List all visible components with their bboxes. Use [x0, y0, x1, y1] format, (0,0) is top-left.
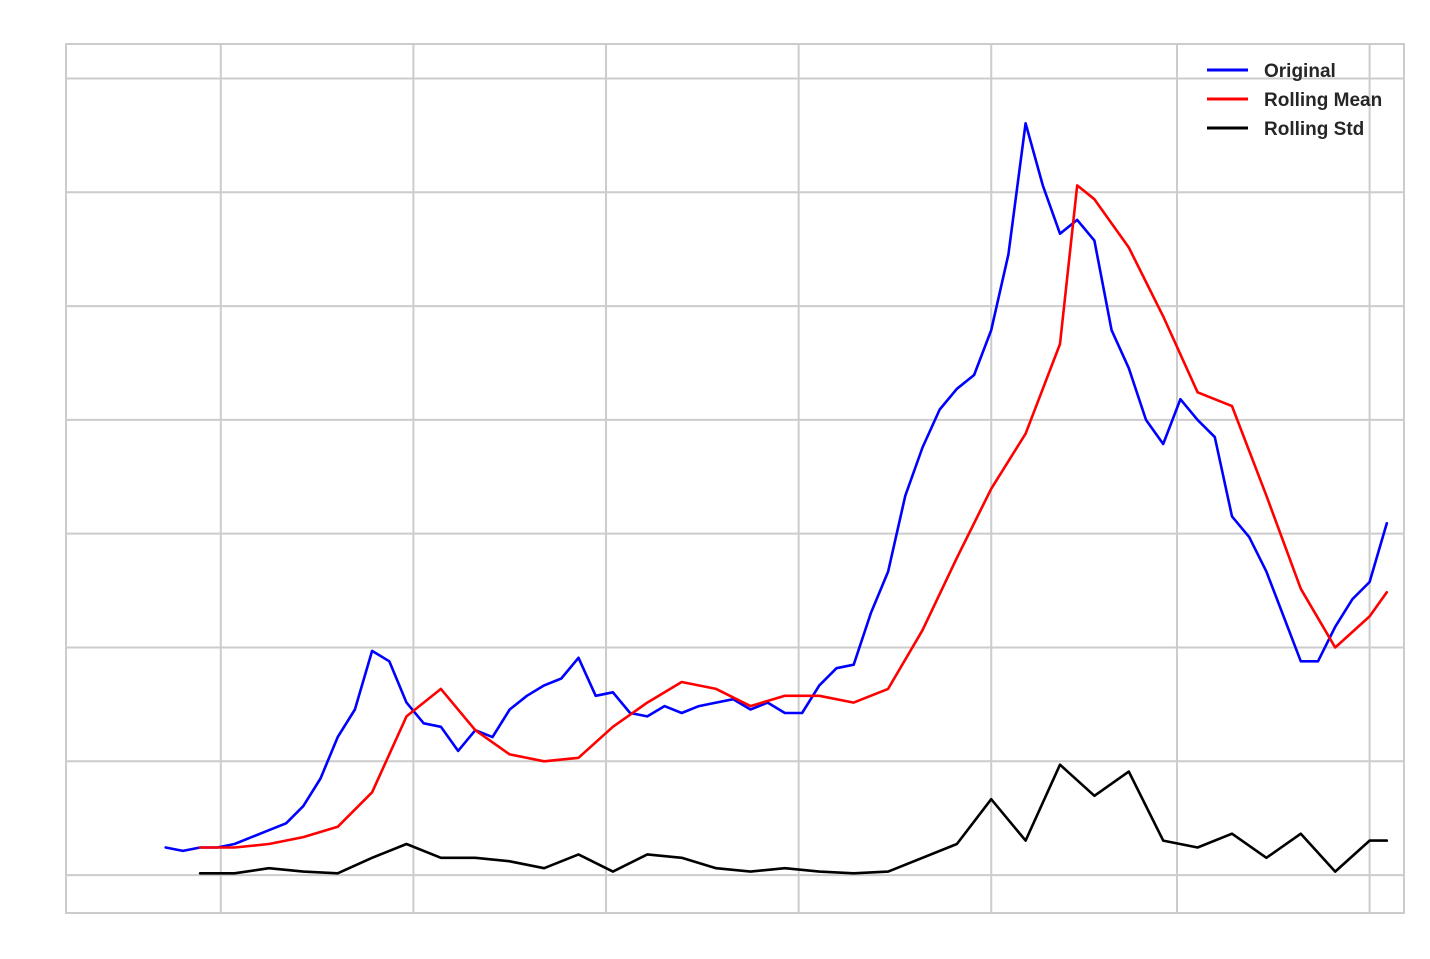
- legend-label-rolling-mean: Rolling Mean: [1264, 90, 1382, 111]
- plot-area: [65, 43, 1405, 914]
- legend-label-original: Original: [1264, 61, 1336, 82]
- legend-label-rolling-std: Rolling Std: [1264, 119, 1364, 140]
- series-line-rolling-std: [198, 763, 1389, 875]
- grid: [66, 44, 1404, 913]
- legend: Original Rolling Mean Rolling Std: [1207, 61, 1382, 140]
- series-line-original: [164, 122, 1389, 853]
- series-line-rolling-mean: [198, 184, 1389, 849]
- series-lines: [164, 122, 1389, 875]
